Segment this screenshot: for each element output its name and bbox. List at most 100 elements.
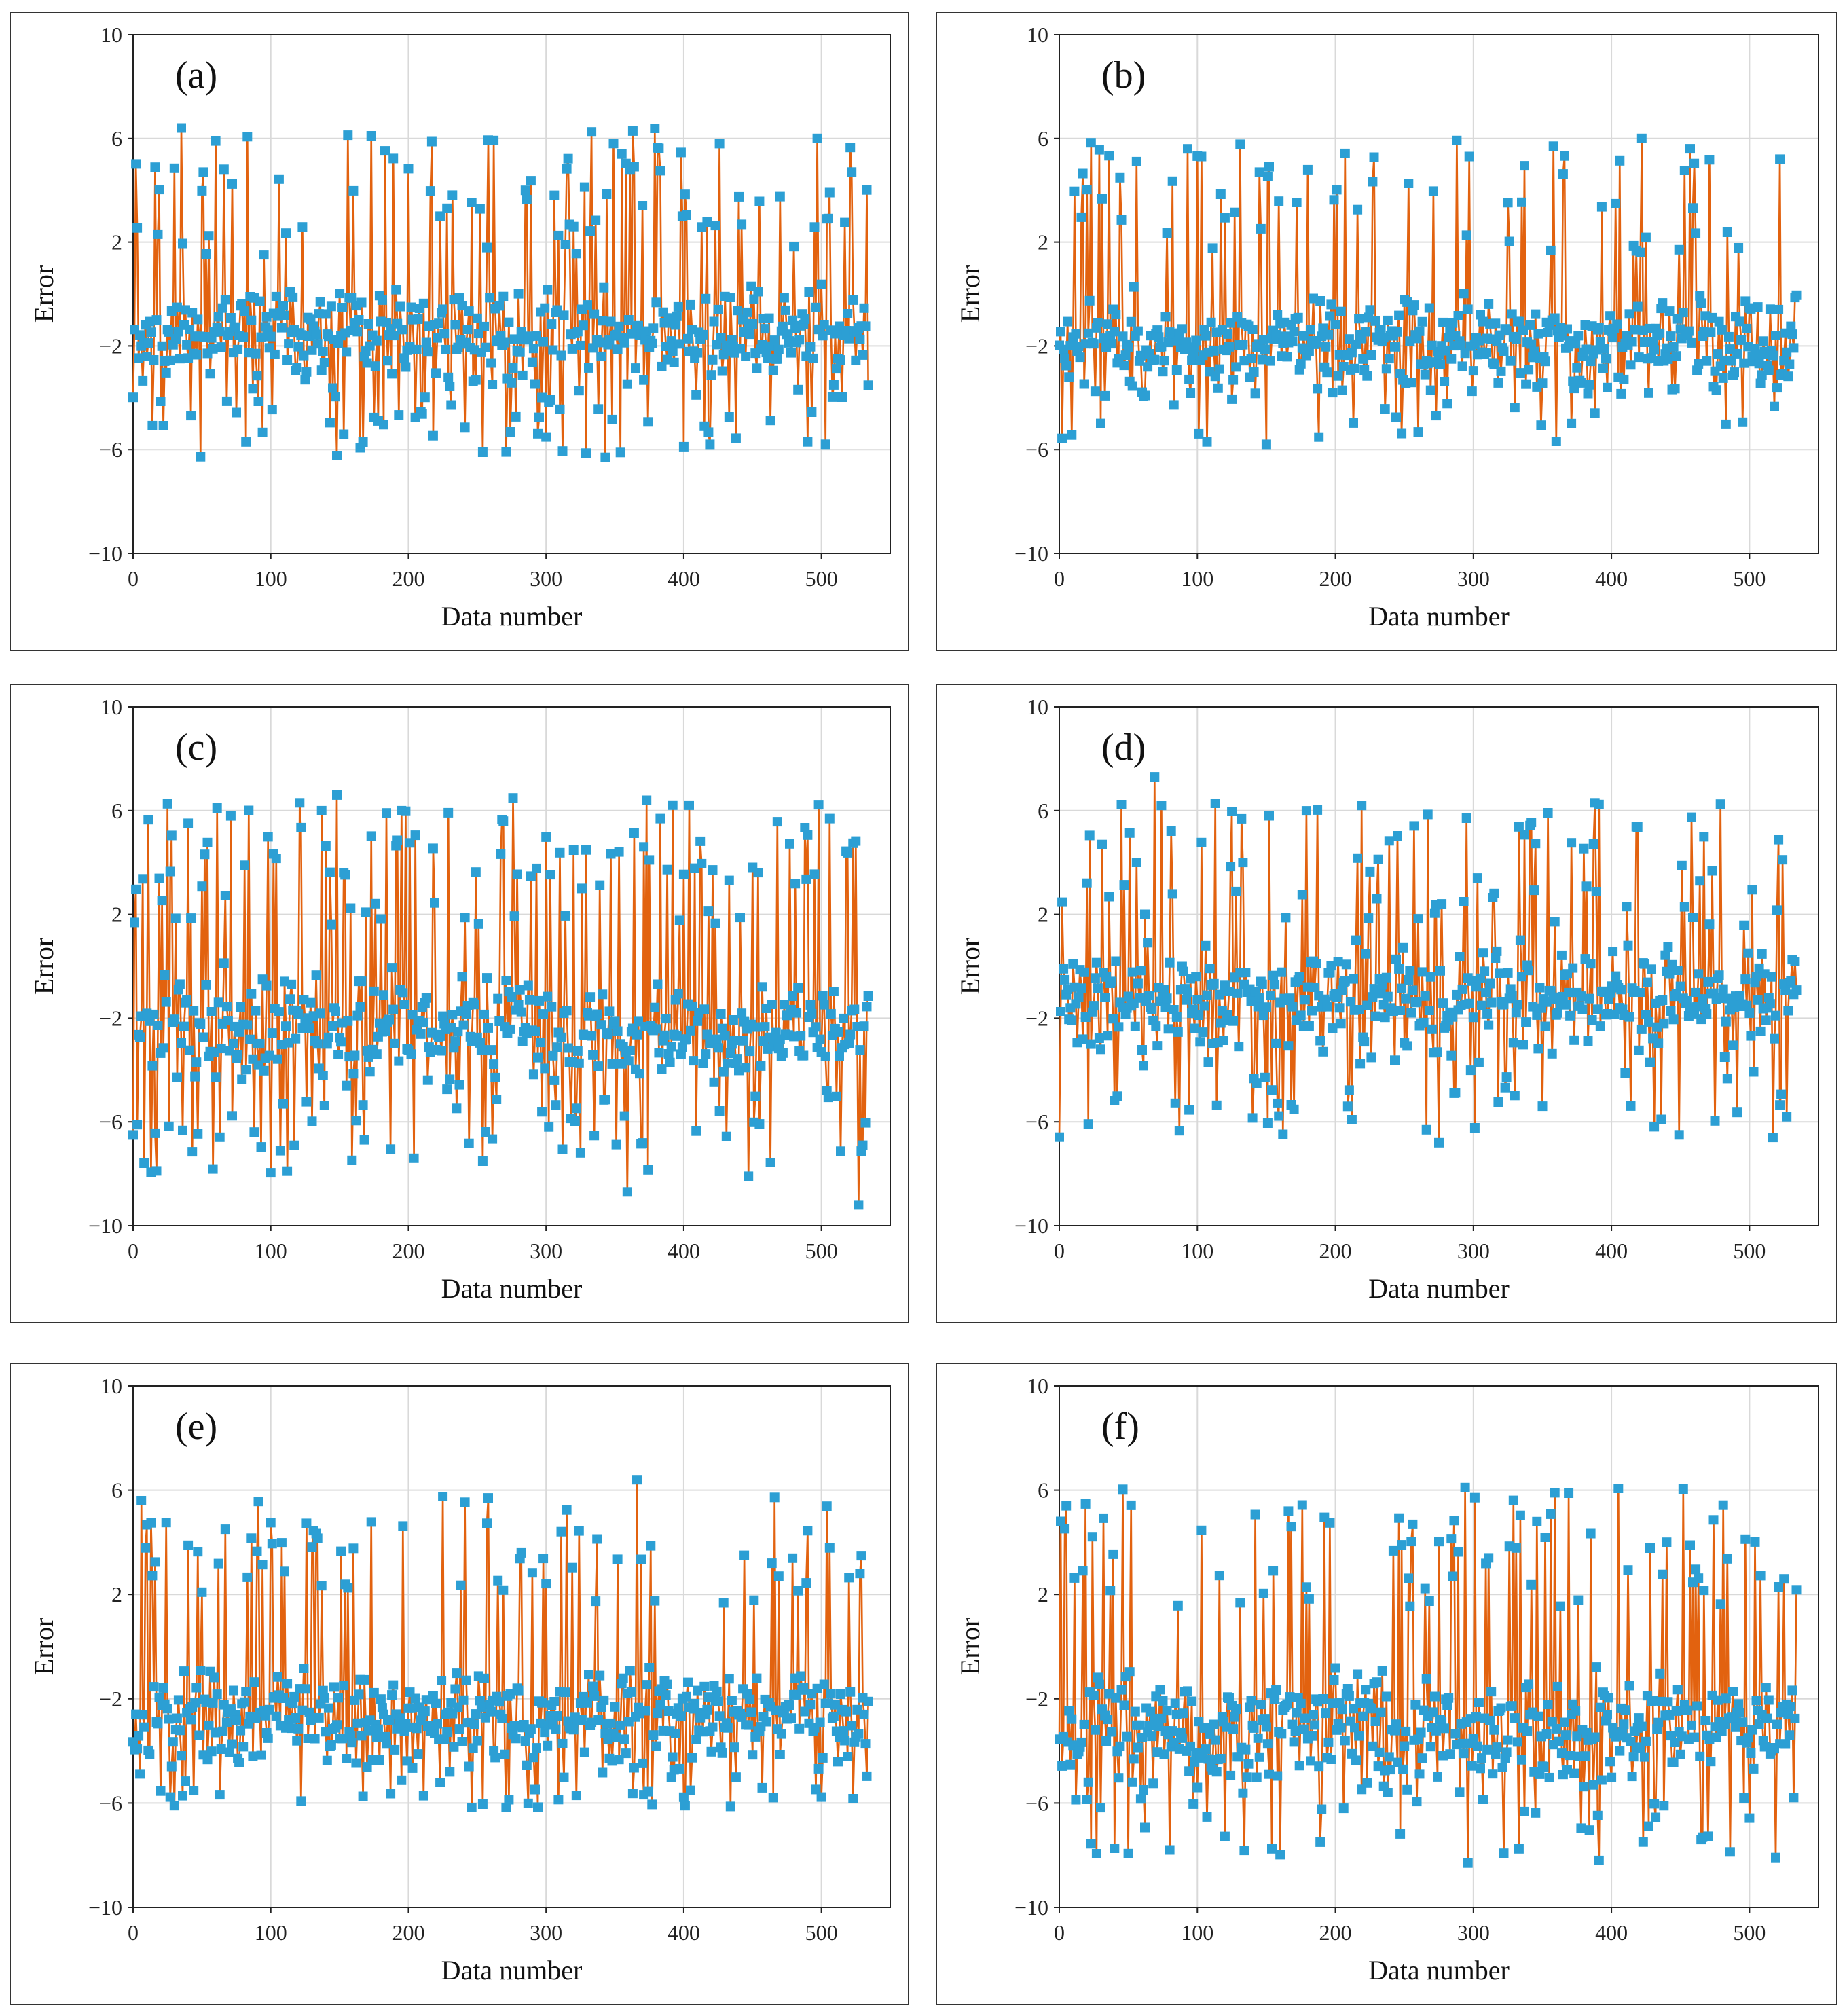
data-point <box>1537 1101 1548 1112</box>
data-point <box>527 357 537 367</box>
data-point <box>1218 1036 1228 1045</box>
data-point <box>1307 1006 1317 1016</box>
data-point <box>1571 339 1581 349</box>
series-markers <box>128 1475 873 1812</box>
data-point <box>622 379 632 389</box>
data-point <box>413 1749 423 1759</box>
data-point <box>1689 1732 1700 1742</box>
data-point <box>626 1687 636 1697</box>
data-point <box>1107 1727 1117 1737</box>
data-point <box>312 1533 323 1543</box>
data-point <box>447 1010 458 1020</box>
data-point <box>241 1687 251 1697</box>
data-point <box>304 1707 314 1717</box>
data-point <box>559 1772 569 1782</box>
data-point <box>435 1778 445 1787</box>
data-point <box>1393 327 1402 337</box>
data-point <box>216 342 226 352</box>
data-point <box>1194 1010 1204 1020</box>
data-point <box>745 1046 755 1057</box>
plot-area <box>132 1385 891 1908</box>
data-point <box>1115 1741 1125 1751</box>
data-point <box>824 1543 835 1553</box>
data-point <box>844 1573 854 1583</box>
data-point <box>1496 366 1506 376</box>
data-point <box>1446 1534 1457 1544</box>
data-point <box>703 906 714 917</box>
data-point <box>1140 1822 1150 1833</box>
data-point <box>1628 1752 1639 1762</box>
data-point <box>1084 830 1095 841</box>
data-point <box>1694 1573 1704 1583</box>
data-point <box>1262 171 1273 181</box>
data-point <box>242 132 253 142</box>
data-point <box>1685 144 1695 154</box>
data-point <box>1196 837 1207 847</box>
data-point <box>516 327 526 337</box>
data-point <box>1328 1023 1338 1033</box>
data-point <box>208 1164 218 1174</box>
data-point <box>600 1095 610 1105</box>
data-point <box>139 1722 149 1732</box>
data-point <box>556 1526 566 1537</box>
data-point <box>588 1050 598 1060</box>
data-point <box>1446 1050 1457 1061</box>
data-point <box>588 1681 598 1691</box>
data-point <box>208 344 218 354</box>
data-point <box>1326 299 1336 310</box>
data-point <box>1556 950 1567 960</box>
data-point <box>775 191 785 202</box>
data-point <box>670 320 680 330</box>
data-point <box>854 1729 864 1739</box>
data-point <box>246 989 257 999</box>
data-point <box>1096 1803 1105 1813</box>
data-point <box>1671 1706 1681 1716</box>
data-point <box>306 997 316 1008</box>
data-point <box>253 1497 263 1507</box>
data-point <box>672 1031 682 1041</box>
data-point <box>165 1792 175 1802</box>
data-point <box>1595 1702 1605 1712</box>
data-point <box>523 980 533 991</box>
data-point <box>461 1675 471 1685</box>
data-point <box>1209 978 1219 989</box>
data-point <box>1336 1723 1346 1733</box>
data-point <box>568 845 579 855</box>
data-point <box>1579 843 1589 854</box>
data-point <box>178 1125 187 1135</box>
data-point <box>428 843 438 854</box>
data-point <box>1120 350 1131 361</box>
data-point <box>1521 379 1531 389</box>
data-point <box>1365 305 1375 315</box>
data-point <box>1100 993 1110 1002</box>
data-point <box>534 995 544 1006</box>
data-point <box>555 847 565 858</box>
data-point <box>1215 189 1226 199</box>
data-point <box>1210 799 1220 808</box>
data-point <box>1448 1571 1458 1581</box>
data-point <box>263 1733 273 1743</box>
data-point <box>540 303 550 313</box>
data-point <box>1285 993 1295 1004</box>
data-point <box>1474 335 1484 346</box>
data-point <box>1318 1046 1328 1057</box>
data-point <box>1258 335 1268 345</box>
data-point <box>1171 1012 1182 1022</box>
x-tick-label: 500 <box>1733 566 1766 591</box>
panel-label: (a) <box>175 54 217 96</box>
data-point <box>292 363 302 372</box>
data-point <box>1069 186 1080 196</box>
data-point <box>1268 1566 1279 1576</box>
data-point <box>1620 1068 1630 1078</box>
data-point <box>1082 878 1092 888</box>
data-point <box>1273 1771 1283 1781</box>
data-point <box>712 1034 722 1044</box>
data-point <box>1718 373 1728 383</box>
data-point <box>395 301 405 312</box>
data-point <box>819 1679 829 1689</box>
data-point <box>468 1743 478 1753</box>
data-point <box>1744 1813 1755 1823</box>
data-point <box>772 354 782 364</box>
data-point <box>1687 812 1696 822</box>
data-point <box>615 447 625 458</box>
